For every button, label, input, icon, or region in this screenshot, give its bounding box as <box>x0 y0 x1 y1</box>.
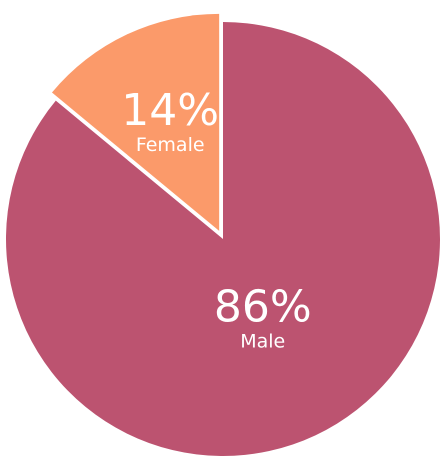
data-label-male-percent: 86% <box>214 281 312 332</box>
pie-slice-male[interactable] <box>5 22 440 456</box>
data-label-female-name: Female <box>136 134 205 156</box>
data-label-female-percent: 14% <box>121 85 219 136</box>
data-label-male-name: Male <box>240 330 285 352</box>
pie-slice-female[interactable] <box>51 13 220 231</box>
